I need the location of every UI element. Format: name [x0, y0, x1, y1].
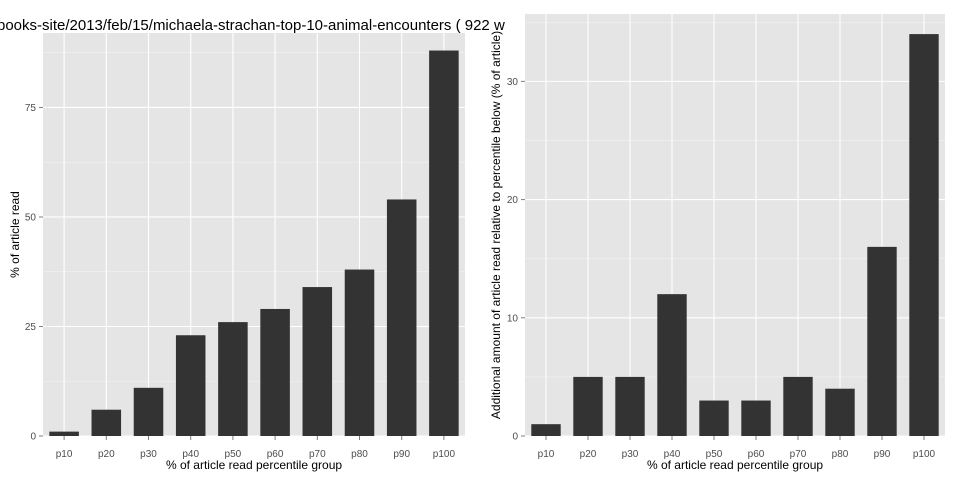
y-tick-label: 10 — [507, 313, 519, 324]
bar-p100 — [429, 50, 459, 437]
right-chart-panel: 0 10 20 30 p10 p20 p30 p40 p50 p60 p70 p80 p90 p100 % … — [489, 14, 945, 472]
bar-p90 — [386, 199, 417, 436]
x-tick-label: p10 — [538, 449, 555, 460]
x-tick-label: p60 — [748, 449, 765, 460]
bar-p20 — [91, 409, 122, 436]
x-tick-label: p30 — [622, 449, 639, 460]
x-tick-label: p100 — [433, 449, 456, 460]
bar-p50 — [218, 322, 248, 436]
y-tick-label: 50 — [25, 212, 37, 223]
bar-p40 — [657, 294, 687, 436]
bar-p60 — [260, 308, 290, 436]
x-tick-label: p40 — [182, 449, 199, 460]
y-tick-label: 75 — [25, 103, 37, 114]
x-tick-label: p60 — [267, 449, 284, 460]
x-tick-label: p90 — [393, 449, 410, 460]
y-axis-title: % of article read — [8, 191, 22, 278]
y-tick-label: 30 — [507, 77, 519, 88]
bar-p10 — [531, 424, 561, 436]
bar-p100 — [909, 34, 939, 436]
bar-p90 — [867, 246, 897, 436]
left-chart-panel: 0 25 50 75 p10 p20 p30 p40 p50 p60 p70 p80 p90 p100 % … — [8, 33, 465, 472]
bar-p80 — [344, 269, 375, 436]
x-tick-label: p70 — [309, 449, 326, 460]
bar-p40 — [175, 335, 206, 436]
bar-p20 — [573, 376, 603, 436]
x-axis-title: % of article read percentile group — [166, 458, 342, 472]
bar-p30 — [615, 376, 645, 436]
x-tick-label: p40 — [664, 449, 681, 460]
bar-p10 — [49, 431, 79, 436]
x-tick-label: p10 — [56, 449, 73, 460]
x-tick-label: p80 — [832, 449, 849, 460]
bar-p50 — [699, 400, 729, 436]
y-axis-title: Additional amount of article read relati… — [489, 31, 503, 419]
bar-p60 — [741, 400, 771, 436]
bar-p80 — [825, 388, 855, 436]
x-tick-label: p50 — [706, 449, 723, 460]
x-tick-label: p90 — [874, 449, 891, 460]
y-tick-label: 0 — [30, 432, 36, 443]
x-tick-label: p20 — [580, 449, 597, 460]
chart-title: books-site/2013/feb/15/michaela-strachan… — [0, 17, 505, 34]
y-tick-label: 25 — [25, 322, 37, 333]
bar-p70 — [783, 376, 813, 436]
bar-p30 — [133, 387, 164, 436]
y-tick-label: 0 — [512, 432, 518, 443]
y-tick-label: 20 — [507, 195, 519, 206]
x-tick-label: p30 — [140, 449, 157, 460]
x-axis-title: % of article read percentile group — [647, 458, 823, 472]
x-tick-label: p80 — [351, 449, 368, 460]
bar-p70 — [302, 287, 333, 436]
x-tick-label: p50 — [225, 449, 242, 460]
x-tick-label: p100 — [913, 449, 936, 460]
x-tick-label: p20 — [98, 449, 115, 460]
x-tick-label: p70 — [790, 449, 807, 460]
